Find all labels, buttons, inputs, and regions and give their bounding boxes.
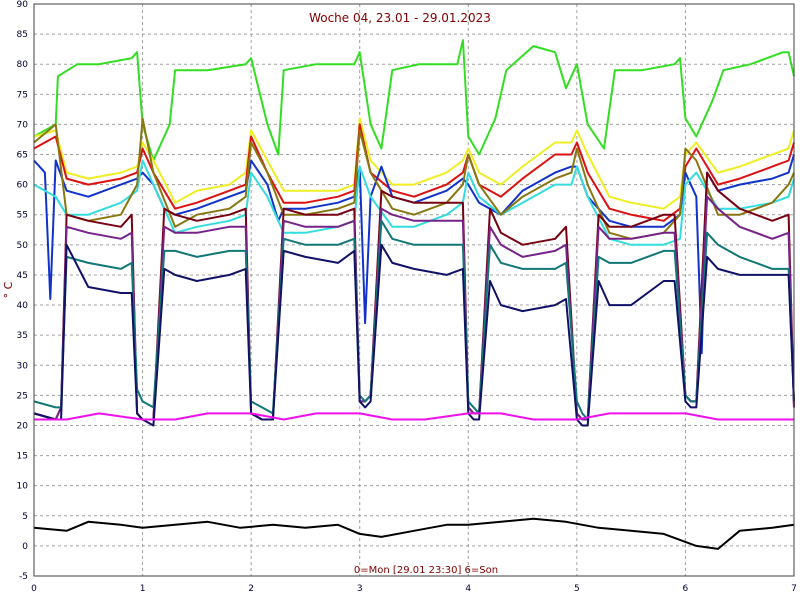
series-line-10: [33, 243, 795, 427]
series-layer: [33, 39, 795, 550]
y-tick-label: 5: [22, 512, 28, 522]
x-tick-label: 1: [140, 584, 146, 594]
x-tick-label: 0: [31, 584, 37, 594]
y-tick-label: 35: [17, 331, 28, 341]
series-line-11: [34, 412, 794, 421]
x-tick-label: 5: [574, 584, 580, 594]
y-tick-label: 80: [17, 60, 29, 70]
series-line-9: [33, 219, 795, 421]
y-tick-label: 20: [17, 421, 29, 431]
y-tick-label: 75: [17, 90, 28, 100]
y-axis-label: ° C: [2, 281, 15, 298]
y-tick-label: 90: [17, 0, 29, 10]
y-tick-label: 25: [17, 391, 28, 401]
series-line-1: [33, 39, 795, 162]
y-tick-label: 55: [17, 211, 28, 221]
y-tick-label: 10: [17, 482, 29, 492]
y-tick-label: 45: [17, 271, 28, 281]
y-tick-label: -5: [19, 572, 28, 582]
chart-title: Woche 04, 23.01 - 29.01.2023: [309, 11, 491, 25]
y-tick-label: 0: [22, 542, 28, 552]
y-tick-label: 85: [17, 30, 28, 40]
x-axis-label: 0=Mon [29.01 23:30] 6=Son: [354, 565, 498, 576]
y-tick-label: 30: [17, 361, 29, 371]
y-tick-label: 60: [17, 181, 29, 191]
y-tick-label: 70: [17, 120, 29, 130]
y-tick-label: 65: [17, 151, 28, 161]
series-line-12: [33, 517, 795, 550]
series-line-6: [33, 117, 795, 240]
series-line-2: [33, 117, 795, 210]
y-tick-label: 40: [17, 301, 29, 311]
x-tick-label: 3: [357, 584, 363, 594]
x-tick-label: 4: [465, 584, 471, 594]
plot-border: [33, 3, 795, 577]
series-line-4: [33, 154, 795, 355]
x-tick-label: 7: [791, 584, 797, 594]
x-tick-label: 6: [683, 584, 689, 594]
y-tick-label: 50: [17, 241, 29, 251]
x-tick-label: 2: [248, 584, 254, 594]
series-line-5: [33, 159, 795, 246]
y-tick-label: 15: [17, 452, 28, 462]
